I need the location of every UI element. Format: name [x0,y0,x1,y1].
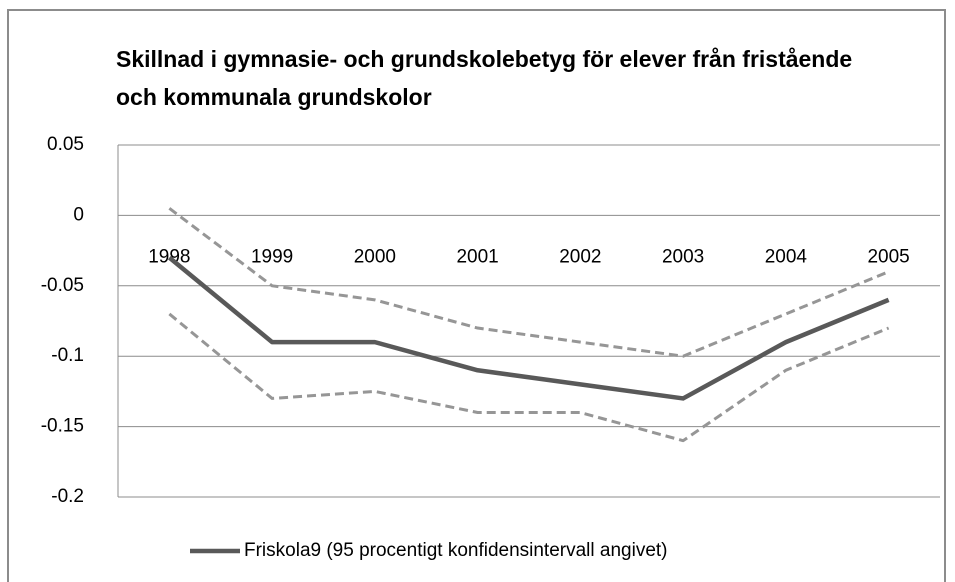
y-tick-label: 0 [73,204,84,225]
x-tick-label: 1998 [148,246,190,267]
y-tick-label: 0.05 [47,134,84,155]
x-tick-label: 2000 [354,246,396,267]
legend-label: Friskola9 (95 procentigt konfidensinterv… [244,540,668,561]
chart-title: Skillnad i gymnasie- och grundskolebetyg… [116,46,853,110]
x-tick-label: 2005 [867,246,909,267]
x-tick-label: 2001 [456,246,498,267]
y-tick-label: -0.1 [51,345,84,366]
ci-line [168,207,890,358]
x-tick-label: 2003 [662,246,704,267]
chart-frame [7,9,946,582]
series-line [167,255,890,401]
x-tick-label: 1999 [251,246,293,267]
ci-line [168,312,890,443]
y-tick-label: -0.2 [51,486,84,507]
y-tick-label: -0.15 [41,416,84,437]
x-tick-label: 2002 [559,246,601,267]
x-tick-label: 2004 [765,246,808,267]
y-tick-label: -0.05 [41,275,84,296]
